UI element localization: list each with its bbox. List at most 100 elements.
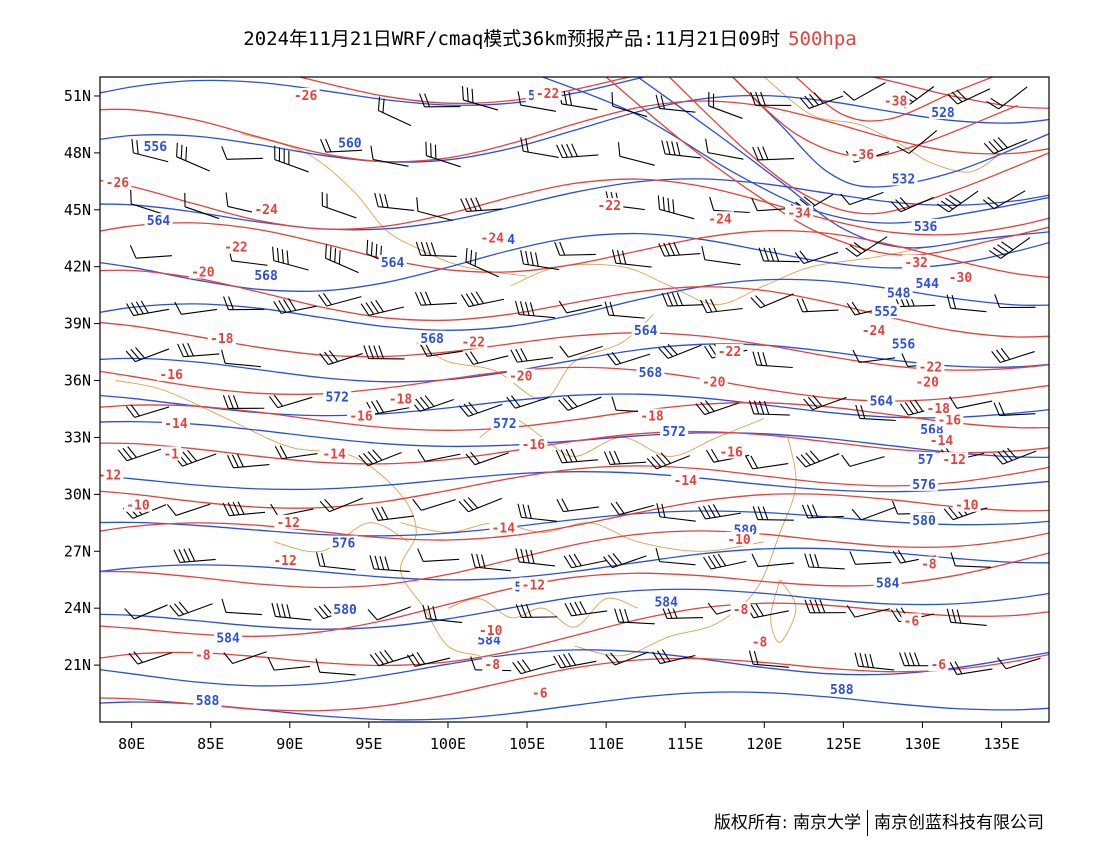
map-title: 2024年11月21日WRF/cmaq模式36km预报产品:11月21日09时 5… — [0, 24, 1100, 51]
temperature-contour-label: -20 — [702, 375, 726, 390]
wind-barb — [415, 241, 457, 257]
wind-barb — [173, 449, 217, 467]
wind-barb — [515, 548, 556, 567]
wind-barb — [936, 190, 979, 213]
boundary-lines — [115, 77, 1002, 657]
temperature-contour-label-bg — [188, 264, 217, 279]
height-contour-label: 584 — [477, 633, 501, 648]
wind-barb — [657, 195, 695, 220]
wind-barb — [363, 345, 405, 360]
lon-tick-label: 110E — [588, 735, 624, 753]
temperature-contour-label: -18 — [389, 393, 413, 408]
wind-barb — [515, 604, 558, 618]
temperature-contour-label-bg — [859, 323, 888, 338]
temperature-contour-label-bg — [928, 657, 949, 672]
temperature-contour-label: -8 — [752, 635, 768, 650]
contour-line — [100, 178, 1049, 236]
wind-barb — [564, 601, 608, 617]
temperature-contour-label: -36 — [851, 148, 875, 163]
height-contour-label: 568 — [254, 269, 278, 284]
temperature-contour-label-bg — [346, 408, 375, 423]
contour-line — [100, 343, 1049, 383]
temperature-contour-label: -32 — [904, 256, 927, 271]
wind-barb — [703, 553, 747, 570]
temperature-contour-label-bg — [506, 368, 535, 383]
temperature-contour-label: -18 — [640, 410, 664, 425]
temperature-contour-label: -18 — [927, 402, 951, 417]
height-contour-label: 584 — [654, 595, 678, 610]
wind-barb — [221, 349, 262, 368]
height-contour-label-bg — [867, 393, 896, 408]
wind-barb — [661, 292, 704, 307]
temperature-contour-label: -14 — [930, 434, 954, 449]
lat-tick-label: 39N — [64, 315, 91, 333]
temperature-contour-label: -12 — [942, 453, 965, 468]
temperature-contour-label: -20 — [191, 265, 215, 280]
temperature-contour-label-bg — [724, 531, 753, 546]
temperature-contour-label-bg — [671, 473, 700, 488]
wind-barb — [655, 547, 696, 566]
wind-barb — [270, 503, 314, 517]
contour-line — [795, 77, 995, 122]
wind-barb — [221, 598, 262, 616]
height-contour-label-bg — [378, 254, 407, 269]
wind-barb — [555, 448, 598, 464]
lat-tick-label: 27N — [64, 542, 91, 560]
wind-barb — [896, 130, 938, 154]
contour-line — [100, 430, 1049, 465]
wind-barb — [991, 348, 1035, 363]
wind-barb — [997, 657, 1041, 670]
wind-barb — [166, 503, 211, 516]
footer-company: 南京创蓝科技有限公司 — [874, 813, 1044, 833]
wind-barb — [993, 402, 1036, 417]
temperature-contour-label-bg — [940, 452, 969, 467]
temperature-contour-label: -12 — [273, 554, 296, 569]
wind-barb — [846, 605, 891, 618]
wind-barb — [274, 445, 318, 460]
lat-tick-label: 21N — [64, 656, 91, 674]
temperature-contour-label-bg — [157, 366, 186, 381]
temperature-contour-label: -22 — [462, 336, 485, 351]
wind-barb — [795, 450, 840, 468]
height-contour-label-bg — [889, 336, 918, 351]
wind-barb — [319, 350, 363, 366]
temperature-contour-label: -22 — [536, 87, 559, 102]
temperature-contour-label: -20 — [915, 375, 939, 390]
wind-barb — [554, 241, 596, 256]
height-contour-label-bg — [873, 575, 902, 590]
contour-line — [100, 588, 1049, 630]
height-contour-label: 57 — [918, 453, 934, 468]
wind-barb — [558, 300, 602, 314]
wind-barb — [849, 551, 892, 565]
contour-line — [100, 402, 1049, 431]
wind-barb — [745, 603, 789, 619]
temperature-contour-label: -16 — [159, 368, 183, 383]
temperature-contour-label-bg — [749, 634, 770, 649]
temperature-contour-label-bg — [924, 400, 953, 415]
height-contour-label-bg — [323, 389, 352, 404]
temperature-contour-label: -12 — [98, 468, 121, 483]
height-contour-label: 576 — [912, 478, 936, 493]
wind-barb — [982, 190, 1026, 210]
contour-labels: 556 560 564 564 564 568 568 564 568 572 572 572 528 5… — [95, 86, 981, 709]
wind-barb — [126, 300, 170, 317]
wind-barb — [422, 604, 463, 624]
temperature-contour-label: -8 — [195, 649, 211, 664]
height-contour-label-bg — [335, 135, 364, 150]
temperature-contour-label-bg — [482, 657, 503, 672]
wind-barb — [458, 497, 502, 513]
height-contour-label-bg — [329, 535, 358, 550]
temperature-contour-label: -34 — [787, 207, 811, 222]
height-contour-label-bg — [915, 452, 936, 467]
temperature-contour-label-bg — [252, 201, 281, 216]
temperature-contour-label-bg — [123, 497, 152, 512]
height-contour-label: 532 — [892, 172, 915, 187]
temperature-contour-label-bg — [918, 556, 939, 571]
temperature-contour-label-bg — [901, 613, 922, 628]
wind-barb — [325, 244, 359, 274]
wind-barb — [465, 247, 499, 278]
temperature-contour-label-bg — [706, 211, 735, 226]
temperature-contour-label-bg — [161, 446, 182, 461]
wind-barb — [655, 94, 696, 113]
wind-barb — [851, 506, 896, 521]
